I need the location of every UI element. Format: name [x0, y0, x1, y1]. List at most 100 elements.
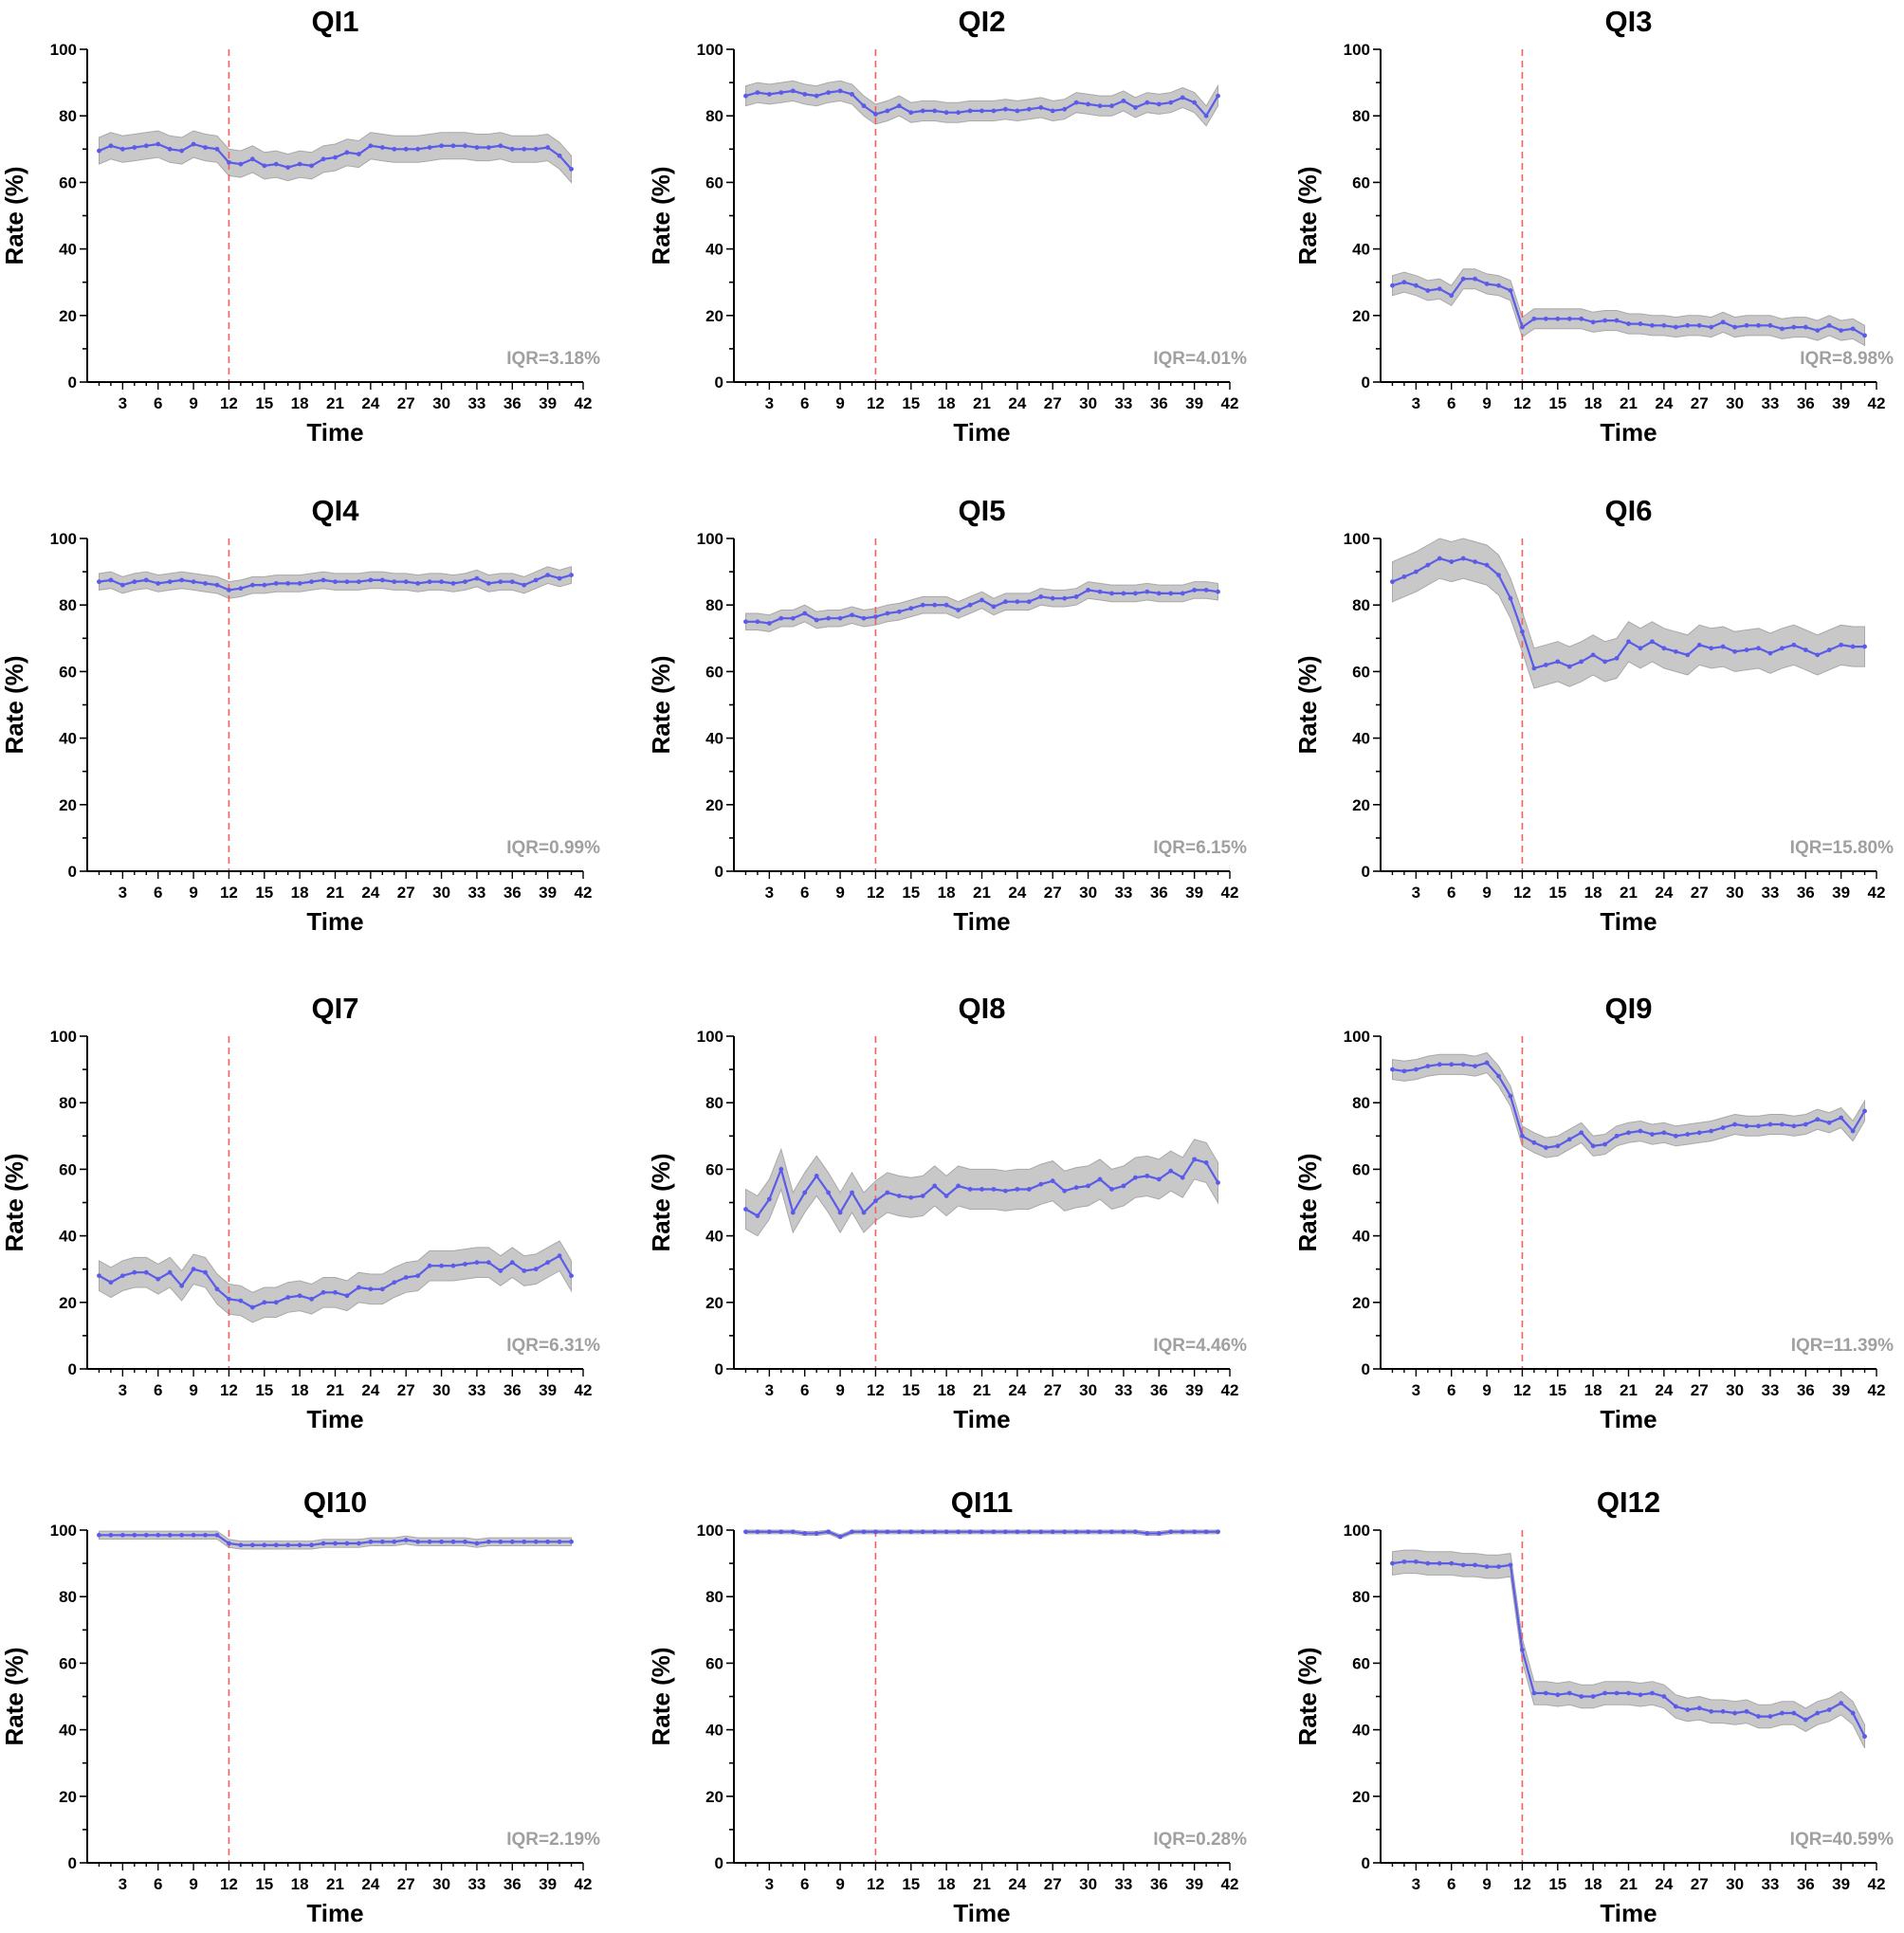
data-point: [790, 88, 796, 94]
x-tick-label: 30: [432, 1875, 450, 1893]
data-point: [1401, 1559, 1407, 1564]
data-point: [1003, 1188, 1008, 1194]
x-tick-label: 15: [902, 1381, 920, 1399]
data-point: [415, 580, 421, 586]
data-point: [463, 579, 467, 585]
data-point: [826, 90, 832, 96]
data-point: [1839, 1701, 1844, 1705]
x-tick-label: 39: [539, 1875, 557, 1893]
data-point: [357, 579, 361, 585]
data-point: [450, 143, 456, 149]
data-point: [392, 1539, 397, 1544]
iqr-annotation: IQR=8.98%: [1800, 349, 1894, 369]
data-point: [1862, 333, 1867, 338]
data-point: [1473, 559, 1478, 564]
x-tick-label: 18: [938, 884, 956, 902]
data-point: [908, 1194, 914, 1200]
data-point: [1097, 589, 1103, 594]
x-tick-label: 36: [503, 884, 522, 902]
y-tick-label: 40: [705, 730, 723, 748]
data-point: [1602, 1141, 1607, 1147]
data-point: [1168, 100, 1174, 105]
data-point: [156, 580, 161, 586]
data-point: [802, 1531, 808, 1536]
data-point: [498, 1268, 503, 1273]
data-point: [427, 579, 432, 585]
data-point: [509, 1260, 515, 1266]
data-point: [1673, 1133, 1678, 1139]
data-point: [802, 1190, 808, 1195]
x-tick-label: 6: [800, 1381, 809, 1399]
y-tick-label: 80: [59, 1588, 77, 1606]
data-point: [1720, 1708, 1726, 1714]
x-tick-label: 12: [220, 884, 238, 902]
x-tick-label: 12: [867, 884, 885, 902]
x-tick-label: 9: [1482, 884, 1491, 902]
data-point: [498, 579, 503, 585]
data-point: [1121, 1529, 1126, 1535]
data-point: [1390, 579, 1395, 585]
data-point: [1437, 1062, 1442, 1067]
data-point: [826, 1529, 832, 1535]
data-point: [179, 1283, 185, 1288]
x-tick-label: 6: [1447, 394, 1455, 412]
data-point: [1661, 322, 1667, 328]
x-tick-label: 36: [1797, 1381, 1815, 1399]
data-point: [403, 146, 409, 152]
data-point: [1709, 324, 1714, 330]
data-point: [1425, 562, 1431, 568]
y-tick-label: 60: [59, 663, 77, 681]
data-point: [379, 1539, 385, 1544]
data-point: [1484, 562, 1490, 568]
data-point: [1038, 1529, 1044, 1535]
x-tick-label: 27: [1044, 394, 1062, 412]
data-point: [967, 1529, 973, 1535]
data-point: [885, 1190, 890, 1195]
iqr-annotation: IQR=2.19%: [506, 1830, 600, 1850]
data-point: [569, 1273, 574, 1279]
x-tick-label: 9: [835, 884, 844, 902]
data-point: [1531, 1140, 1537, 1145]
x-tick-label: 15: [255, 884, 273, 902]
data-point: [214, 1532, 220, 1538]
y-axis-label: Rate (%): [0, 655, 28, 754]
data-point: [344, 1541, 350, 1546]
x-tick-label: 21: [326, 884, 344, 902]
data-point: [1590, 1143, 1596, 1149]
x-tick-label: 39: [1185, 1875, 1203, 1893]
y-tick-label: 0: [715, 1854, 723, 1872]
data-point: [1156, 591, 1162, 596]
data-point: [1026, 599, 1032, 605]
data-point: [885, 611, 890, 616]
data-point: [569, 1539, 574, 1544]
data-point: [179, 148, 185, 154]
y-tick-label: 100: [697, 530, 723, 548]
data-point: [1650, 639, 1655, 645]
data-point: [755, 90, 760, 96]
data-point: [143, 1269, 149, 1275]
x-tick-label: 18: [1584, 394, 1602, 412]
data-point: [1803, 1122, 1808, 1127]
data-point: [1050, 595, 1055, 601]
data-point: [1425, 1064, 1431, 1068]
iqr-annotation: IQR=6.15%: [1153, 838, 1247, 858]
data-point: [932, 108, 938, 114]
data-point: [1826, 647, 1832, 652]
data-point: [979, 1187, 984, 1192]
y-tick-label: 80: [1352, 596, 1370, 614]
y-tick-label: 100: [1344, 41, 1370, 59]
data-point: [1767, 1122, 1773, 1127]
y-tick-label: 80: [1352, 107, 1370, 125]
data-point: [1473, 1064, 1478, 1068]
data-point: [522, 1539, 527, 1544]
x-tick-label: 27: [1691, 884, 1709, 902]
x-tick-label: 15: [255, 1875, 273, 1893]
data-point: [262, 1542, 267, 1548]
data-point: [238, 1542, 244, 1548]
data-point: [778, 1529, 784, 1535]
data-point: [1767, 1714, 1773, 1719]
x-tick-label: 24: [1008, 884, 1026, 902]
x-tick-label: 12: [220, 1381, 238, 1399]
